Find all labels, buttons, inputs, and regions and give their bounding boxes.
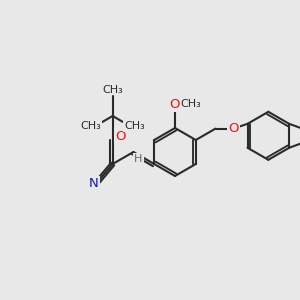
Text: H: H [134,154,142,164]
Text: O: O [170,98,180,110]
Text: O: O [116,130,126,142]
Text: CH₃: CH₃ [124,121,145,131]
Text: N: N [89,177,99,190]
Text: CH₃: CH₃ [81,121,101,131]
Text: CH₃: CH₃ [102,85,123,94]
Text: CH₃: CH₃ [181,99,201,109]
Text: O: O [228,122,239,135]
